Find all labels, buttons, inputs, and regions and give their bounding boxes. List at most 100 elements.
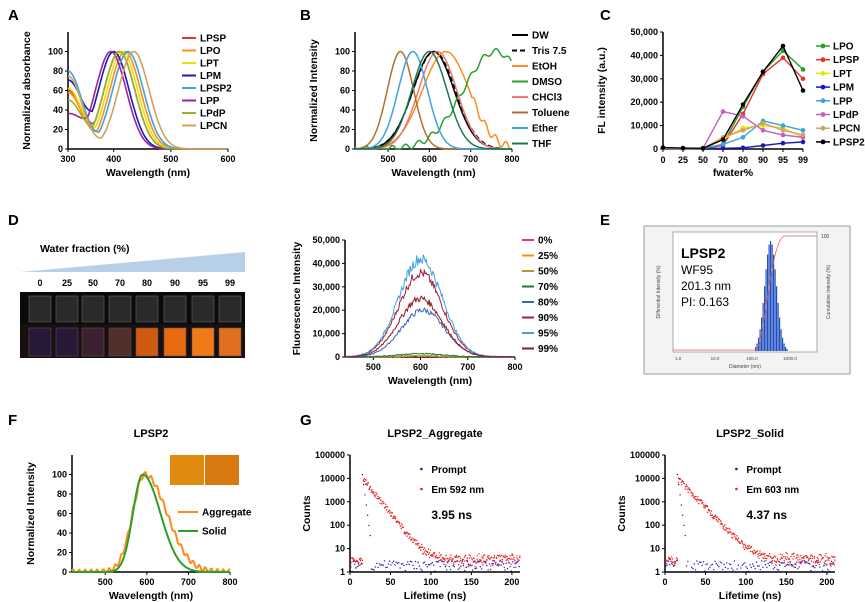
prompt-point — [750, 566, 752, 569]
prompt-point — [422, 562, 425, 564]
data-point-lpm — [780, 140, 786, 146]
emission-point — [674, 562, 677, 564]
prompt-point — [689, 571, 692, 573]
prompt-point — [433, 564, 435, 566]
emission-point — [713, 515, 716, 518]
prompt-point — [828, 570, 830, 572]
emission-point — [482, 557, 484, 560]
emission-point — [736, 538, 739, 541]
emission-point — [748, 544, 751, 547]
chart-b-solvatochromism: 500 600 700 800 0 20 40 60 80 100 Wavelength (nm) N… — [308, 31, 570, 180]
emission-point — [792, 558, 794, 560]
emission-point — [374, 496, 376, 498]
y-axis-label: Counts — [616, 495, 628, 531]
legend-marker-emission — [735, 487, 738, 491]
emission-point — [700, 498, 702, 501]
emission-point — [494, 563, 497, 565]
legend-label-toluene: Toluene — [532, 108, 570, 119]
emission-point — [377, 495, 379, 498]
legend-marker-lpp — [820, 98, 826, 104]
prompt-point — [361, 473, 364, 476]
dls-bar — [770, 241, 772, 351]
emission-point — [407, 532, 409, 535]
y-axis-label: Normalized Intensity — [308, 39, 320, 142]
legend-label-25: 25% — [538, 251, 558, 262]
emission-point — [734, 535, 736, 537]
emission-point — [741, 541, 744, 543]
prompt-point — [401, 563, 404, 565]
prompt-point — [741, 564, 743, 566]
y-tick-label: 100 — [52, 470, 67, 480]
emission-point — [390, 515, 393, 517]
y-tick-label: 40 — [57, 528, 67, 538]
emission-point — [421, 546, 424, 548]
legend-label-lpp: LPP — [200, 96, 220, 107]
emission-point — [669, 558, 672, 560]
prompt-point — [810, 569, 812, 572]
legend-label-dmso: DMSO — [532, 77, 562, 88]
prompt-point — [379, 564, 382, 566]
emission-point — [736, 535, 738, 537]
emission-point — [431, 553, 434, 556]
prompt-point — [353, 563, 356, 565]
x-tick-label: 600 — [422, 154, 437, 164]
prompt-point — [444, 565, 447, 568]
emission-point — [728, 527, 730, 530]
prompt-point — [713, 568, 715, 571]
x-axis-label: Wavelength (nm) — [388, 375, 472, 387]
emission-point — [507, 557, 509, 560]
emission-point — [463, 556, 466, 558]
prompt-point — [723, 563, 725, 566]
emission-point — [718, 518, 720, 520]
data-point-lpsp2 — [740, 102, 746, 107]
emission-point — [429, 549, 432, 551]
prompt-point — [412, 564, 414, 567]
dls-size: 201.3 nm — [681, 279, 731, 293]
prompt-point — [396, 562, 399, 564]
emission-point — [709, 512, 712, 514]
legend-label-95: 95% — [538, 329, 558, 340]
data-point-lpdp — [760, 127, 766, 133]
panel-label-g: G — [300, 412, 312, 429]
emission-point — [506, 556, 508, 558]
emission-point — [427, 553, 430, 555]
prompt-point — [785, 564, 787, 566]
prompt-point — [737, 564, 740, 566]
data-point-lpcn — [800, 132, 806, 138]
emission-point — [698, 502, 700, 505]
emission-point — [830, 565, 832, 567]
series-line-thf — [355, 50, 512, 150]
x-axis-label: Wavelength (nm) — [391, 167, 475, 179]
dls-bar — [779, 317, 781, 351]
emission-point — [517, 558, 519, 560]
panel-label-b: B — [300, 7, 311, 24]
prompt-point — [701, 564, 703, 567]
emission-point — [806, 556, 809, 559]
emission-point — [702, 504, 705, 506]
dls-bar — [783, 343, 785, 351]
prompt-point — [456, 560, 458, 562]
prompt-point — [429, 564, 431, 566]
emission-point — [361, 559, 364, 562]
emission-point — [476, 555, 478, 557]
emission-point — [691, 492, 693, 494]
prompt-point — [491, 563, 493, 565]
data-point-lpm — [720, 145, 726, 151]
emission-point — [770, 556, 772, 559]
emission-point — [389, 511, 392, 513]
emission-point — [682, 481, 684, 483]
prompt-point — [742, 563, 745, 565]
prompt-point — [711, 563, 714, 566]
data-point-lpo — [800, 67, 806, 72]
emission-point — [491, 564, 494, 567]
emission-point — [363, 480, 366, 483]
emission-point — [370, 489, 372, 492]
y-tick-label: 100 — [645, 520, 660, 530]
emission-point — [446, 561, 448, 564]
emission-point — [809, 555, 812, 557]
emission-point — [498, 554, 501, 556]
prompt-point — [425, 563, 427, 566]
series-line-solid — [72, 473, 230, 573]
vial-daylight — [163, 295, 187, 323]
emission-point — [394, 518, 397, 520]
